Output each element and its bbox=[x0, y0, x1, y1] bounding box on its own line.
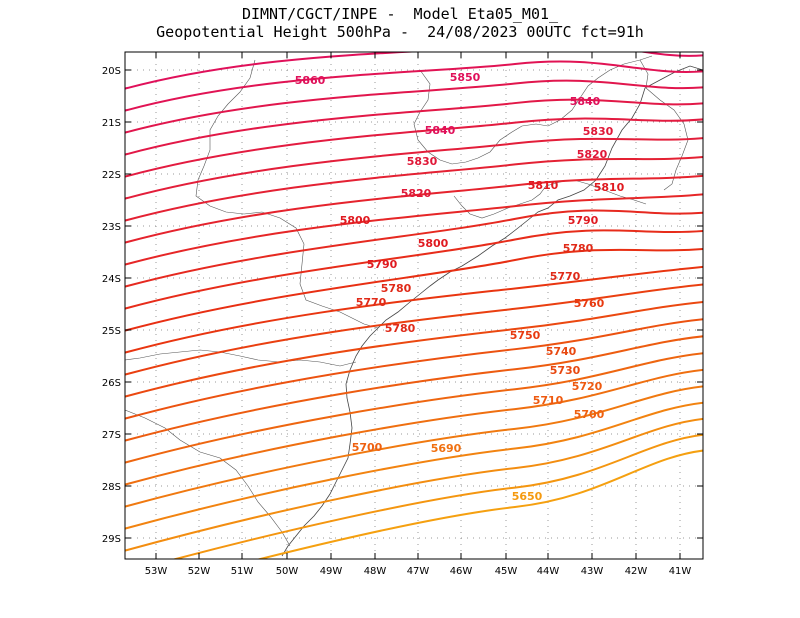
contour-line bbox=[125, 283, 703, 376]
lon-tick-label: 50W bbox=[276, 566, 299, 577]
axis-ticks: 20S 21S 22S 23S 24S 25S 26S 27S 28S 29S 53W 52W 51W 5… bbox=[102, 52, 703, 577]
contour-line bbox=[125, 229, 703, 310]
contour-label: 5790 bbox=[568, 214, 599, 227]
state-border-path-3 bbox=[125, 409, 291, 547]
lon-tick-label: 49W bbox=[320, 566, 343, 577]
contour-label: 5800 bbox=[340, 214, 371, 227]
state-border-path bbox=[195, 59, 379, 329]
lon-tick-label: 48W bbox=[364, 566, 387, 577]
contour-line bbox=[125, 335, 703, 442]
contour-line bbox=[125, 60, 703, 112]
lon-tick-label: 42W bbox=[625, 566, 648, 577]
contour-line bbox=[125, 401, 703, 530]
lat-tick-label: 27S bbox=[102, 430, 121, 441]
lat-tick-label: 25S bbox=[102, 326, 121, 337]
contour-label: 5700 bbox=[352, 441, 383, 454]
contour-line bbox=[125, 300, 703, 398]
contour-line bbox=[125, 98, 703, 156]
contour-label: 5740 bbox=[546, 345, 577, 358]
contour-label: 5830 bbox=[583, 125, 614, 138]
lat-tick-label: 26S bbox=[102, 378, 121, 389]
contour-label: 5750 bbox=[510, 329, 541, 342]
lat-tick-label: 29S bbox=[102, 534, 121, 545]
contour-line bbox=[125, 79, 703, 134]
contour-line bbox=[256, 449, 703, 559]
contour-line bbox=[125, 117, 703, 178]
lon-tick-label: 41W bbox=[669, 566, 692, 577]
contour-line bbox=[125, 52, 703, 90]
contour-line bbox=[125, 193, 703, 266]
contour-labels: 5860 5850 5840 5840 5830 5830 5820 5820 5810 5810… bbox=[295, 71, 625, 503]
lat-tick-label: 24S bbox=[102, 274, 121, 285]
state-border-path-5 bbox=[453, 179, 647, 219]
lon-tick-label: 44W bbox=[537, 566, 560, 577]
state-border-path-4 bbox=[413, 55, 653, 165]
coastline bbox=[125, 55, 703, 557]
contour-line bbox=[125, 417, 703, 552]
contour-label: 5770 bbox=[356, 296, 387, 309]
contour-line bbox=[125, 368, 703, 486]
contour-label: 5780 bbox=[381, 282, 412, 295]
contour-label: 5800 bbox=[418, 237, 449, 250]
contour-label: 5830 bbox=[407, 155, 438, 168]
contour-line bbox=[125, 156, 703, 222]
lat-tick-label: 23S bbox=[102, 222, 121, 233]
contour-label: 5690 bbox=[431, 442, 462, 455]
contour-label: 5810 bbox=[528, 179, 559, 192]
plot-frame bbox=[124, 51, 704, 560]
contour-label: 5820 bbox=[401, 187, 432, 200]
lat-tick-label: 20S bbox=[102, 66, 121, 77]
lon-tick-label: 47W bbox=[407, 566, 430, 577]
coastline-path bbox=[281, 65, 703, 557]
lon-tick-label: 53W bbox=[145, 566, 168, 577]
contour-line bbox=[125, 209, 703, 288]
contour-label: 5720 bbox=[572, 380, 603, 393]
contour-label: 5700 bbox=[574, 408, 605, 421]
chart-title-line2: Geopotential Height 500hPa - 24/08/2023 … bbox=[156, 23, 644, 41]
contour-line bbox=[125, 265, 703, 354]
lat-tick-label: 21S bbox=[102, 118, 121, 129]
contour-label: 5850 bbox=[450, 71, 481, 84]
lon-tick-label: 52W bbox=[188, 566, 211, 577]
contour-label: 5710 bbox=[533, 394, 564, 407]
contour-lines bbox=[125, 52, 703, 559]
lat-tick-label: 28S bbox=[102, 482, 121, 493]
contour-label: 5820 bbox=[577, 148, 608, 161]
contour-line bbox=[125, 385, 703, 508]
lon-tick-label: 51W bbox=[231, 566, 254, 577]
contour-label: 5730 bbox=[550, 364, 581, 377]
contour-label: 5760 bbox=[574, 297, 605, 310]
contour-line bbox=[125, 318, 703, 420]
contour-line bbox=[125, 174, 703, 244]
lon-tick-label: 43W bbox=[581, 566, 604, 577]
state-border-path-2 bbox=[125, 349, 357, 367]
contour-line bbox=[125, 137, 703, 200]
lat-tick-label: 22S bbox=[102, 170, 121, 181]
contour-label: 5780 bbox=[385, 322, 416, 335]
contour-label: 5840 bbox=[425, 124, 456, 137]
contour-line bbox=[171, 433, 703, 559]
lon-tick-label: 46W bbox=[450, 566, 473, 577]
contour-label: 5840 bbox=[570, 95, 601, 108]
state-border-path-6 bbox=[639, 59, 689, 191]
contour-line bbox=[125, 352, 703, 464]
contour-label: 5790 bbox=[367, 258, 398, 271]
chart-title-line1: DIMNT/CGCT/INPE - Model Eta05_M01_ bbox=[241, 5, 559, 23]
contour-label: 5650 bbox=[512, 490, 543, 503]
contour-label: 5860 bbox=[295, 74, 326, 87]
lon-tick-label: 45W bbox=[495, 566, 518, 577]
contour-label: 5780 bbox=[563, 242, 594, 255]
contour-label: 5770 bbox=[550, 270, 581, 283]
contour-line bbox=[125, 247, 703, 332]
contour-label: 5810 bbox=[594, 181, 625, 194]
